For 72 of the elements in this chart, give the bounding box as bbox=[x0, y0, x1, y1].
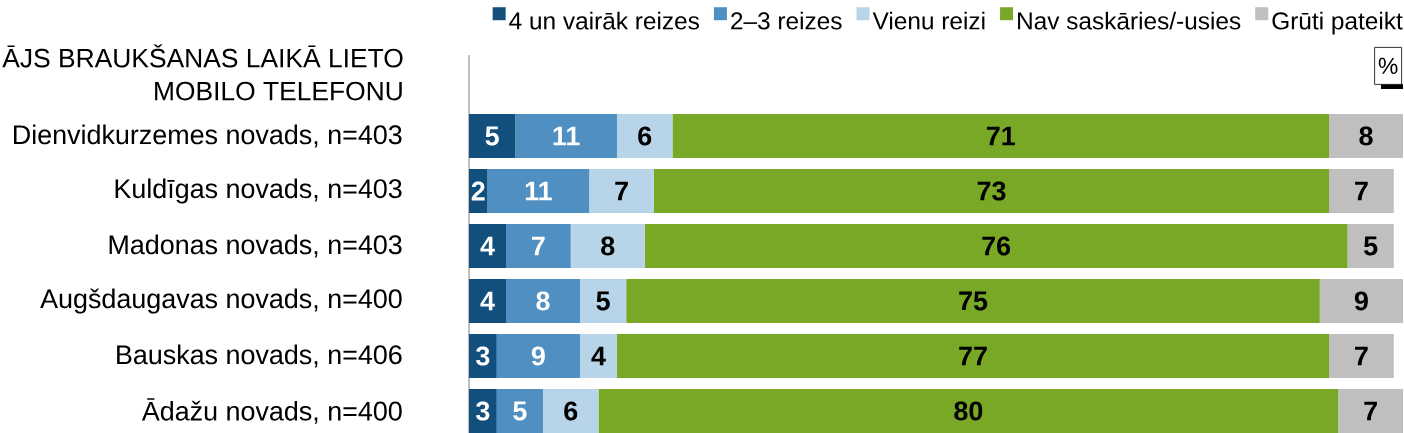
legend-label: 2–3 reizes bbox=[731, 11, 842, 30]
data-label: 11 bbox=[553, 126, 580, 146]
bar bbox=[653, 169, 1330, 213]
legend-label: Nav saskāries/-usies bbox=[1018, 11, 1241, 30]
bar bbox=[1329, 334, 1394, 378]
bar bbox=[505, 224, 571, 268]
bar bbox=[616, 114, 673, 158]
bar bbox=[579, 279, 627, 323]
data-label: 7 bbox=[615, 181, 628, 201]
bar bbox=[626, 279, 1320, 323]
bar bbox=[496, 334, 580, 378]
data-label: 76 bbox=[982, 236, 1011, 256]
data-label: 5 bbox=[1364, 236, 1378, 256]
data-label: 6 bbox=[638, 126, 652, 146]
data-label: 80 bbox=[954, 401, 983, 421]
data-label: 8 bbox=[1359, 126, 1373, 146]
y-tick-label: Augšdaugavas novads, n=400 bbox=[40, 288, 402, 314]
data-label: 11 bbox=[525, 181, 552, 201]
data-label: 5 bbox=[596, 291, 610, 311]
bar bbox=[1319, 279, 1404, 323]
data-label: 3 bbox=[476, 401, 490, 421]
y-tick-label: Kuldīgas novads, n=403 bbox=[115, 178, 402, 204]
data-label: 5 bbox=[513, 401, 527, 421]
text: % bbox=[1378, 57, 1398, 74]
data-label: 73 bbox=[977, 181, 1006, 201]
data-label: 77 bbox=[959, 346, 987, 366]
bar bbox=[515, 114, 617, 158]
bar bbox=[505, 279, 580, 323]
data-label: 5 bbox=[485, 126, 499, 146]
data-label: 9 bbox=[1354, 291, 1368, 311]
data-label: 7 bbox=[1355, 346, 1368, 366]
data-label: 7 bbox=[1364, 401, 1377, 421]
bar bbox=[672, 114, 1330, 158]
bar bbox=[496, 389, 543, 433]
data-label: 7 bbox=[532, 236, 545, 256]
bar bbox=[469, 279, 506, 323]
data-label: 3 bbox=[476, 346, 490, 366]
bar bbox=[469, 334, 497, 378]
data-label: 9 bbox=[531, 346, 545, 366]
bar bbox=[469, 224, 506, 268]
bar bbox=[487, 169, 590, 213]
bar bbox=[1338, 389, 1404, 433]
legend-label: Grūti pateikt bbox=[1272, 11, 1403, 35]
legend-label: Vienu reizi bbox=[872, 11, 985, 30]
bar bbox=[469, 114, 516, 158]
bar bbox=[1329, 169, 1394, 213]
bar bbox=[570, 224, 645, 268]
data-label: 8 bbox=[601, 236, 615, 256]
bar bbox=[589, 169, 654, 213]
data-label: 4 bbox=[480, 291, 495, 311]
bar bbox=[579, 334, 617, 378]
bar bbox=[1347, 224, 1394, 268]
y-tick-label: Madonas novads, n=403 bbox=[109, 234, 402, 258]
data-label: 7 bbox=[1355, 181, 1368, 201]
bar bbox=[616, 334, 1330, 378]
data-label: 4 bbox=[591, 346, 606, 366]
data-label: 2 bbox=[471, 181, 485, 201]
bar bbox=[542, 389, 599, 433]
bar bbox=[1329, 114, 1404, 158]
data-label: 75 bbox=[959, 291, 988, 311]
data-label: 4 bbox=[480, 236, 495, 256]
data-label: 71 bbox=[986, 126, 1015, 146]
data-label: 6 bbox=[564, 401, 578, 421]
bar bbox=[598, 389, 1339, 433]
legend-label: 4 un vairāk reizes bbox=[509, 11, 699, 30]
data-label: 8 bbox=[536, 291, 550, 311]
bar bbox=[469, 389, 497, 433]
y-tick-label: Ādažu novads, n=400 bbox=[141, 398, 402, 424]
y-tick-label: Dienvidkurzemes novads, n=403 bbox=[13, 124, 402, 148]
y-tick-label: Bauskas novads, n=406 bbox=[117, 344, 402, 368]
text: ĀJS BRAUKŠANAS LAIKĀ LIETO MOBILO TELEFONU bbox=[2, 44, 403, 101]
bar bbox=[644, 224, 1348, 268]
